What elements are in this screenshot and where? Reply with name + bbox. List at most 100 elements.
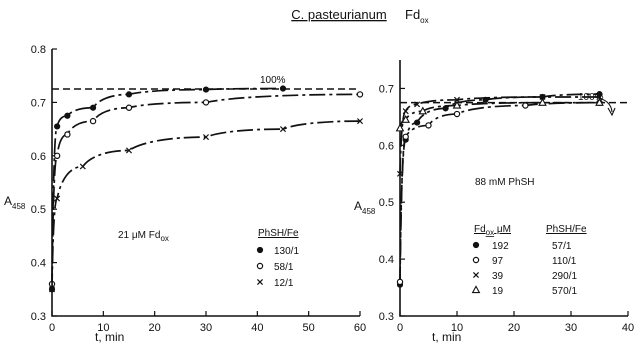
left-series-1-point xyxy=(89,117,97,125)
right-series-1-point xyxy=(396,278,404,286)
right-series-3-point xyxy=(401,114,411,123)
left-series xyxy=(48,85,364,293)
left-x-tick-label: 50 xyxy=(303,322,315,334)
chart-left: 0 10 20 30 40 50 60 0.3 0.4 0.5 0.6 0.7 0.8 t, min A… xyxy=(4,44,366,344)
right-legend-label: 192 xyxy=(492,241,509,252)
right-x-tick-label: 0 xyxy=(397,322,403,334)
right-series-0-point xyxy=(414,119,421,126)
right-series-2-point xyxy=(453,96,461,103)
left-legend-marker xyxy=(256,278,264,286)
left-y-tick-label: 0.5 xyxy=(31,204,46,216)
left-series-0-point xyxy=(89,104,97,111)
left-legend: PhSH/Fe 130/1 58/1 12/1 xyxy=(256,228,299,289)
right-series-3-point xyxy=(452,100,462,109)
left-x-tick-label: 30 xyxy=(200,322,212,334)
figure-title-protein: Fdox xyxy=(405,7,429,25)
right-y-tick-label: 0.4 xyxy=(379,254,394,266)
left-legend-label: 12/1 xyxy=(274,278,294,289)
right-legend-header-left: Fdox μM xyxy=(474,224,511,237)
right-y-tick-label: 0.6 xyxy=(379,140,394,152)
right-series-1-point xyxy=(522,102,529,109)
left-legend-header: PhSH/Fe xyxy=(258,228,299,239)
left-series-1-point xyxy=(64,131,71,138)
left-reference-label: 100% xyxy=(260,75,286,86)
right-legend-label: 39 xyxy=(492,271,504,282)
right-legend-marker xyxy=(472,256,480,264)
right-series-1-point xyxy=(402,133,409,140)
left-series-1-point xyxy=(202,99,210,106)
left-y-tick-label: 0.7 xyxy=(31,97,46,109)
right-legend-ratio: 290/1 xyxy=(552,271,577,282)
left-legend-marker xyxy=(256,246,264,254)
right-legend-label: 19 xyxy=(492,286,504,297)
left-series-0-point xyxy=(125,91,133,98)
left-series-0-point xyxy=(279,85,287,92)
right-reference-arrow xyxy=(594,96,613,113)
left-series-0-point xyxy=(202,86,210,93)
figure-title: C. pasteurianum xyxy=(291,7,386,22)
left-series-0-point xyxy=(64,112,71,119)
left-series-line-2 xyxy=(51,120,361,290)
right-y-tick-label: 0.5 xyxy=(379,197,394,209)
left-series-1-point xyxy=(53,152,61,159)
right-series-3-point xyxy=(395,123,405,132)
right-x-tick-label: 20 xyxy=(508,322,520,334)
right-legend-label: 97 xyxy=(492,256,504,267)
right-y-tick-label: 0.3 xyxy=(379,311,394,323)
left-x-tick-label: 20 xyxy=(149,322,161,334)
left-series-2-point xyxy=(125,147,133,154)
right-legend-ratio: 110/1 xyxy=(552,256,577,267)
right-series-3-point xyxy=(595,97,604,106)
right-series-2-point xyxy=(414,101,421,108)
left-x-axis-title: t, min xyxy=(95,330,124,344)
left-x-tick-label: 60 xyxy=(354,322,366,334)
right-legend-marker xyxy=(472,241,480,249)
left-y-tick-label: 0.3 xyxy=(31,311,46,323)
right-series-2-point xyxy=(402,108,409,115)
right-series-2-point xyxy=(396,170,404,177)
right-y-tick-label: 0.7 xyxy=(379,83,394,95)
right-legend-header-right: PhSH/Fe xyxy=(546,224,587,235)
figure-title-organism: C. pasteurianum xyxy=(291,7,386,22)
right-legend-ratio: 570/1 xyxy=(552,286,577,297)
left-condition-label: 21 μM Fdox xyxy=(118,230,169,243)
right-series-1-point xyxy=(453,110,461,118)
right-series-3-point xyxy=(418,106,428,115)
right-condition-label: 88 mM PhSH xyxy=(475,177,534,188)
left-series-1-point xyxy=(356,91,364,98)
right-series-3-point xyxy=(538,97,547,106)
right-legend-marker xyxy=(471,285,481,294)
right-reference-arrowhead xyxy=(607,107,616,117)
left-legend-marker xyxy=(256,262,264,270)
chart-right: 0 10 20 30 40 0.3 0.4 0.5 0.6 0.7 t, min A458 88 … xyxy=(354,60,634,344)
right-legend-marker xyxy=(472,271,480,279)
left-series-1-point xyxy=(125,104,133,111)
left-x-tick-label: 10 xyxy=(97,322,109,334)
left-series-0-point xyxy=(54,123,61,130)
left-legend-label: 130/1 xyxy=(274,246,299,257)
left-axes: 0 10 20 30 40 50 60 0.3 0.4 0.5 0.6 0.7 0.8 xyxy=(31,44,366,334)
right-series xyxy=(395,91,604,288)
right-series-1-point xyxy=(425,122,432,129)
left-series-2-point xyxy=(279,126,287,133)
right-y-axis-title: A458 xyxy=(354,199,376,216)
right-series-2-point xyxy=(539,93,546,101)
right-x-axis-title: t, min xyxy=(432,330,461,344)
right-x-tick-label: 40 xyxy=(622,322,634,334)
left-y-tick-label: 0.6 xyxy=(31,151,46,163)
left-legend-label: 58/1 xyxy=(274,262,294,273)
right-x-tick-label: 10 xyxy=(451,322,463,334)
left-series-2-point xyxy=(356,118,364,125)
right-reference-label: 100% xyxy=(578,92,604,103)
right-legend-ratio: 57/1 xyxy=(552,241,572,252)
right-series-line-1 xyxy=(399,101,600,282)
left-series-line-1 xyxy=(51,93,361,284)
left-series-line-0 xyxy=(51,87,284,290)
left-x-tick-label: 0 xyxy=(49,322,55,334)
left-series-2-point xyxy=(54,195,61,202)
left-series-2-point xyxy=(79,163,86,170)
left-x-tick-label: 40 xyxy=(251,322,263,334)
left-series-2-point xyxy=(48,286,56,293)
left-series-2-point xyxy=(202,134,210,141)
